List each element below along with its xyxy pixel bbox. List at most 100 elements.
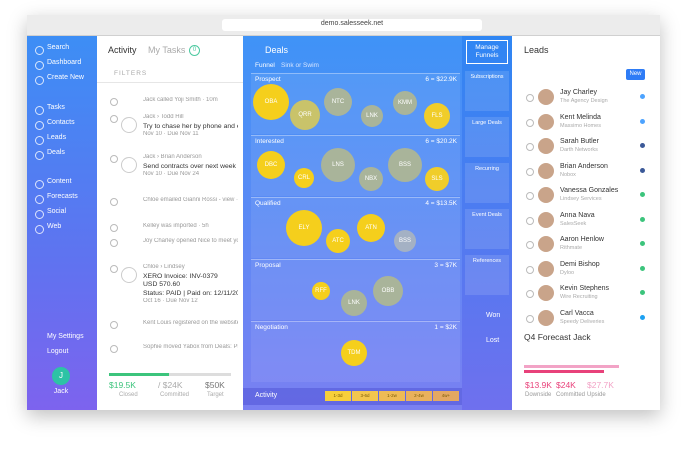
deal-bubble[interactable]: ATC <box>326 229 350 253</box>
tab[interactable]: My Tasks <box>148 45 186 55</box>
deal-bubble[interactable]: ATN <box>357 214 385 242</box>
lead-name[interactable]: Sarah Butler <box>560 138 599 145</box>
deal-bubble[interactable]: BSS <box>388 148 422 182</box>
activity-text: Sophie moved Yabox from Deals: Prospects… <box>143 344 238 350</box>
activity-text: Jack › Brian Anderson <box>143 154 202 160</box>
activity-check <box>110 115 118 123</box>
deal-bubble[interactable]: OBB <box>373 276 403 306</box>
lead-name[interactable]: Anna Nava <box>560 211 595 219</box>
deal-bubble[interactable]: NTC <box>324 88 352 116</box>
deal-bubble[interactable]: FLS <box>424 103 450 129</box>
nav-item[interactable]: Forecasts <box>47 193 78 200</box>
forecast-value: $24K <box>556 380 576 390</box>
lead-avatar <box>538 236 554 252</box>
nav-icon <box>35 210 44 219</box>
activity-avatar <box>121 157 137 173</box>
nav-item[interactable]: Search <box>47 44 70 51</box>
lead-name[interactable]: Demi Bishop <box>560 260 600 268</box>
lead-name[interactable]: Brian Anderson <box>560 162 608 170</box>
nav-item[interactable]: My Settings <box>47 333 84 340</box>
lead-name[interactable]: Jay Charley <box>560 89 597 96</box>
funnel[interactable] <box>465 255 509 295</box>
nav-item[interactable]: Content <box>47 178 72 185</box>
funnel-name: Subscriptions <box>470 74 504 80</box>
activity-text: XERO Invoice: INV-0379 <box>143 272 218 280</box>
nav-icon <box>35 106 44 115</box>
nav-item[interactable]: Social <box>47 208 67 215</box>
badge: 0 <box>189 45 200 56</box>
lead-name[interactable]: Vanessa Gonzales <box>560 187 619 194</box>
lead-name[interactable]: Carl Vacca <box>560 309 594 317</box>
lead-check <box>526 314 534 323</box>
lead-check <box>526 167 534 176</box>
total-value: / $24K <box>158 380 183 390</box>
funnel[interactable] <box>465 71 509 111</box>
user-name: Jack <box>53 388 69 395</box>
lead-name[interactable]: Kent Melinda <box>560 113 601 121</box>
deal-bubble[interactable]: SLS <box>425 167 449 191</box>
divider <box>97 82 243 83</box>
lead-check <box>526 192 534 200</box>
funnel-name: References <box>472 258 502 264</box>
nav-icon <box>35 195 44 204</box>
funnel[interactable] <box>465 209 509 249</box>
lead-source <box>640 265 645 271</box>
deal-bubble[interactable]: LNK <box>341 290 367 316</box>
activity-text: Kent Louis registered on the website · 1… <box>143 320 238 326</box>
stage <box>251 135 460 196</box>
activity-scale: 1-3d <box>325 391 351 401</box>
nav-item[interactable]: Leads <box>47 134 67 141</box>
lead-source <box>640 94 645 99</box>
forecast-label: Upside <box>587 392 606 398</box>
nav-item[interactable]: Logout <box>47 348 69 355</box>
deal-bubble[interactable]: TDM <box>341 340 367 366</box>
lost[interactable]: Lost <box>486 337 500 344</box>
funnel[interactable] <box>465 163 509 203</box>
activity-check <box>110 321 118 329</box>
progress-fill <box>109 373 169 376</box>
nav-item[interactable]: Tasks <box>47 104 65 111</box>
won[interactable]: Won <box>486 312 501 319</box>
manage-funnels[interactable]: Manage Funnels <box>466 40 508 64</box>
lead-check <box>526 216 534 225</box>
deal-bubble[interactable]: ELY <box>286 210 322 246</box>
activity-text: Nov 10 · Due Nov 24 <box>143 171 200 177</box>
deal-bubble[interactable]: NBX <box>359 167 383 191</box>
nav-item[interactable]: Contacts <box>47 119 75 126</box>
deals-tab[interactable]: Funnel <box>255 62 275 69</box>
tab[interactable]: Activity <box>108 45 137 55</box>
nav-item[interactable]: Deals <box>47 149 65 156</box>
new-button[interactable]: New <box>626 69 645 80</box>
total-label: Closed <box>119 392 138 398</box>
deal-bubble[interactable]: CRL <box>294 168 314 188</box>
lead-name[interactable]: Kevin Stephens <box>560 285 610 292</box>
deal-bubble[interactable]: OBA <box>253 84 289 120</box>
url-field[interactable] <box>222 19 482 31</box>
lead-company: Dyloo <box>560 269 575 276</box>
deals-tab[interactable]: Sink or Swim <box>281 62 319 69</box>
filters[interactable]: FILTERS <box>114 70 148 77</box>
activity-text: Chloe emailed Gianni Rossi - view · 5h <box>143 197 238 203</box>
lead-name[interactable]: Aaron Henlow <box>560 236 604 243</box>
deal-bubble[interactable]: DBC <box>257 151 285 179</box>
funnel[interactable] <box>465 117 509 157</box>
deal-bubble[interactable]: LNS <box>321 148 355 182</box>
nav-item[interactable]: Web <box>47 223 62 230</box>
lead-source <box>640 143 645 148</box>
stage-name: Qualified <box>255 200 281 207</box>
deal-bubble[interactable]: LNK <box>361 105 383 127</box>
lead-company: The Agency Design <box>560 98 608 104</box>
nav-item[interactable]: Create New <box>47 74 84 81</box>
nav-item[interactable]: Dashboard <box>47 59 82 66</box>
deal-bubble[interactable]: QRR <box>290 100 320 130</box>
lead-avatar <box>538 89 554 105</box>
activity-scale: 1-2w <box>379 391 405 401</box>
lead-company: SalesSeek <box>560 220 587 227</box>
activity-check <box>110 198 118 206</box>
lead-company: Darth Networks <box>560 147 598 153</box>
deal-bubble[interactable]: BSS <box>394 230 416 252</box>
forecast-bar <box>524 370 604 373</box>
deal-bubble[interactable]: RFF <box>312 282 330 300</box>
deal-bubble[interactable]: KMM <box>393 91 417 115</box>
